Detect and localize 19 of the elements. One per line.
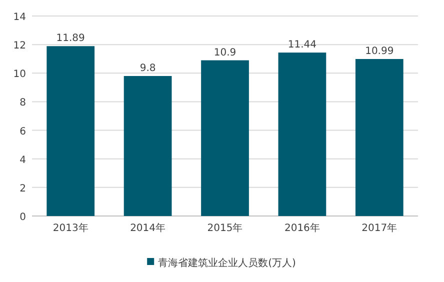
data-label: 10.99 (365, 46, 394, 57)
data-label: 9.8 (140, 63, 156, 74)
y-tick-label: 6 (20, 126, 26, 138)
data-label: 11.44 (288, 40, 317, 51)
x-tick-label: 2014年 (130, 222, 166, 234)
y-tick-label: 2 (20, 183, 26, 194)
y-tick-label: 10 (13, 69, 26, 80)
data-label: 11.89 (56, 33, 85, 44)
y-tick-label: 14 (13, 12, 26, 23)
data-label: 10.9 (214, 47, 236, 58)
y-tick-label: 4 (20, 154, 26, 166)
x-tick-label: 2017年 (362, 222, 398, 234)
y-tick-label: 0 (20, 212, 26, 223)
x-tick-label: 2015年 (207, 222, 243, 234)
legend-label: 青海省建筑业企业人员数(万人) (158, 257, 296, 269)
x-tick-label: 2016年 (284, 222, 320, 234)
y-tick-label: 12 (13, 40, 26, 52)
x-tick-label: 2013年 (52, 222, 88, 234)
y-tick-label: 8 (20, 98, 26, 109)
